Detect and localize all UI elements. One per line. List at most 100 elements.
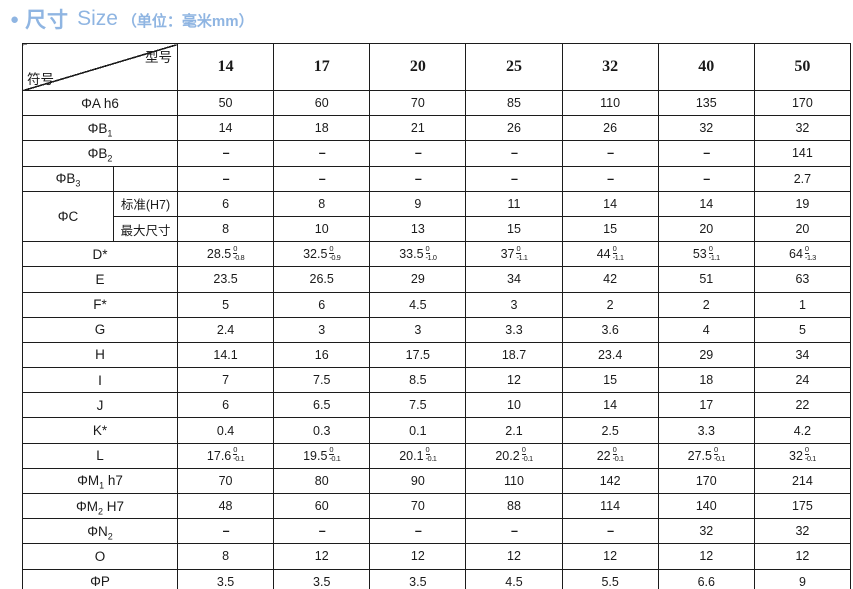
upper-deviation: 0 xyxy=(713,445,719,456)
value-cell: – xyxy=(273,165,371,192)
lower-deviation: -1.0 xyxy=(425,252,437,262)
value-cell: 14 xyxy=(561,190,659,217)
value-cell: 12 xyxy=(657,543,755,570)
value-cell: 24 xyxy=(753,367,852,394)
value-cell: 29 xyxy=(657,341,755,369)
value-cell: 32 0 -0.1 xyxy=(753,442,852,469)
value-cell: 3.3 xyxy=(465,316,563,343)
value-cell: 32 xyxy=(753,115,852,142)
value-cell: 12 xyxy=(369,543,467,570)
value-cell: 34 xyxy=(465,266,563,293)
tolerance-value: 32 0 -0.1 xyxy=(789,445,816,464)
lower-deviation: -1.1 xyxy=(708,252,720,262)
value-cell: 33.5 0 -1.0 xyxy=(369,241,467,268)
table-row: ΦM2 H7 48 60 70 88 114 140 175 xyxy=(22,492,852,520)
symbol-cell: E xyxy=(22,266,178,293)
value-cell: 32 xyxy=(657,518,755,545)
value-cell: 6 xyxy=(176,392,275,419)
lower-deviation: -0.9 xyxy=(329,252,341,262)
value-cell: 3 xyxy=(465,291,563,318)
table-row: ΦB2– – – – – –141 xyxy=(22,140,852,167)
value-cell: – xyxy=(176,518,275,545)
value-cell: 23.4 xyxy=(561,341,659,369)
upper-deviation: 0 xyxy=(329,445,334,456)
value-cell: 20 xyxy=(753,215,852,243)
value-cell: 14 xyxy=(561,392,659,419)
value-cell: – xyxy=(657,140,755,167)
value-cell: 11 xyxy=(465,190,563,217)
value-cell: 12 xyxy=(465,543,563,570)
symbol-cell: ΦA h6 xyxy=(22,89,178,117)
value-cell: 142 xyxy=(561,467,659,495)
value-cell: – xyxy=(369,165,467,192)
value-cell: 5.5 xyxy=(561,568,659,589)
value-cell: 4.5 xyxy=(465,568,563,589)
lower-deviation: -0.1 xyxy=(804,454,816,464)
value-cell: 27.5 0 -0.1 xyxy=(657,442,755,469)
upper-deviation: 0 xyxy=(425,445,430,456)
value-cell: 29 xyxy=(369,266,467,293)
table-row: ΦB1 14 18 21 26 26 32 32 xyxy=(22,115,852,142)
tolerance-stack: 0 -1.1 xyxy=(708,245,720,262)
tolerance-value: 53 0 -1.1 xyxy=(693,245,720,263)
value-cell: 70 xyxy=(369,492,467,520)
nominal-value: 28.5 xyxy=(206,247,232,262)
upper-deviation: 0 xyxy=(804,243,810,254)
nominal-value: 19.5 xyxy=(303,448,328,463)
tolerance-value: 32.5 0 -0.9 xyxy=(303,245,341,263)
value-cell: 2.5 xyxy=(561,417,659,444)
value-cell: 7.5 xyxy=(369,392,467,419)
upper-deviation: 0 xyxy=(233,243,238,254)
symbol-cell: O xyxy=(22,543,178,570)
tolerance-value: 20.1 0 -0.1 xyxy=(399,445,437,464)
nominal-value: 22 xyxy=(596,448,611,463)
value-cell: 14 xyxy=(657,190,755,217)
value-cell: 3.5 xyxy=(176,568,275,589)
value-cell: 2 xyxy=(657,291,755,318)
tolerance-value: 64 0 -1.3 xyxy=(789,243,816,263)
value-cell: 3.6 xyxy=(561,316,659,343)
value-cell: – xyxy=(465,165,563,192)
value-cell: 4.2 xyxy=(753,417,852,444)
empty-subcell xyxy=(113,165,178,192)
value-cell: 170 xyxy=(753,89,852,117)
value-cell: 141 xyxy=(753,140,852,167)
symbol-cell: ΦB3 xyxy=(22,165,114,192)
upper-deviation: 0 xyxy=(521,445,526,456)
nominal-value: 44 xyxy=(596,247,611,262)
tolerance-value: 37 0 -1.1 xyxy=(501,245,528,263)
upper-deviation: 0 xyxy=(804,445,810,456)
value-cell: 20.1 0 -0.1 xyxy=(369,442,467,469)
value-cell: 16 xyxy=(273,341,371,369)
symbol-cell: ΦB2 xyxy=(22,140,178,167)
nominal-value: 20.2 xyxy=(495,448,520,463)
upper-deviation: 0 xyxy=(612,445,617,456)
symbol-cell: F* xyxy=(22,291,178,318)
nominal-value: 17.6 xyxy=(206,448,232,463)
value-cell: 15 xyxy=(561,215,659,243)
value-cell: 8 xyxy=(273,190,371,217)
value-cell: 10 xyxy=(273,215,371,243)
value-cell: 12 xyxy=(273,543,371,570)
value-cell: 90 xyxy=(369,467,467,495)
table-row: ΦA h6 50 60 70 85 110 135 170 xyxy=(22,89,852,117)
value-cell: 5 xyxy=(176,291,275,318)
table-row: J 6 6.5 7.5 10 14 17 22 xyxy=(22,392,852,419)
value-cell: 2.7 xyxy=(753,165,852,192)
value-cell: 5 xyxy=(753,316,852,343)
tolerance-value: 17.6 0 -0.1 xyxy=(206,446,245,464)
value-cell: 14.1 xyxy=(176,341,275,369)
table-row: F* 5 6 4.5 3 2 2 1 xyxy=(22,291,852,318)
value-cell: 8 xyxy=(176,215,275,243)
symbol-cell: K* xyxy=(22,417,178,444)
lower-deviation: -1.1 xyxy=(612,252,624,262)
value-cell: 26.5 xyxy=(273,266,371,293)
table-row: ΦN2– – – – –32 32 xyxy=(22,518,852,545)
value-cell: 19.5 0 -0.1 xyxy=(273,442,371,469)
tolerance-stack: 0 -1.0 xyxy=(425,245,437,262)
model-header-cell: 40 xyxy=(657,43,755,91)
value-cell: 4.5 xyxy=(369,291,467,318)
lower-deviation: -1.3 xyxy=(804,252,816,262)
symbol-cell: ΦM1 h7 xyxy=(22,467,178,495)
value-cell: 32 xyxy=(753,518,852,545)
